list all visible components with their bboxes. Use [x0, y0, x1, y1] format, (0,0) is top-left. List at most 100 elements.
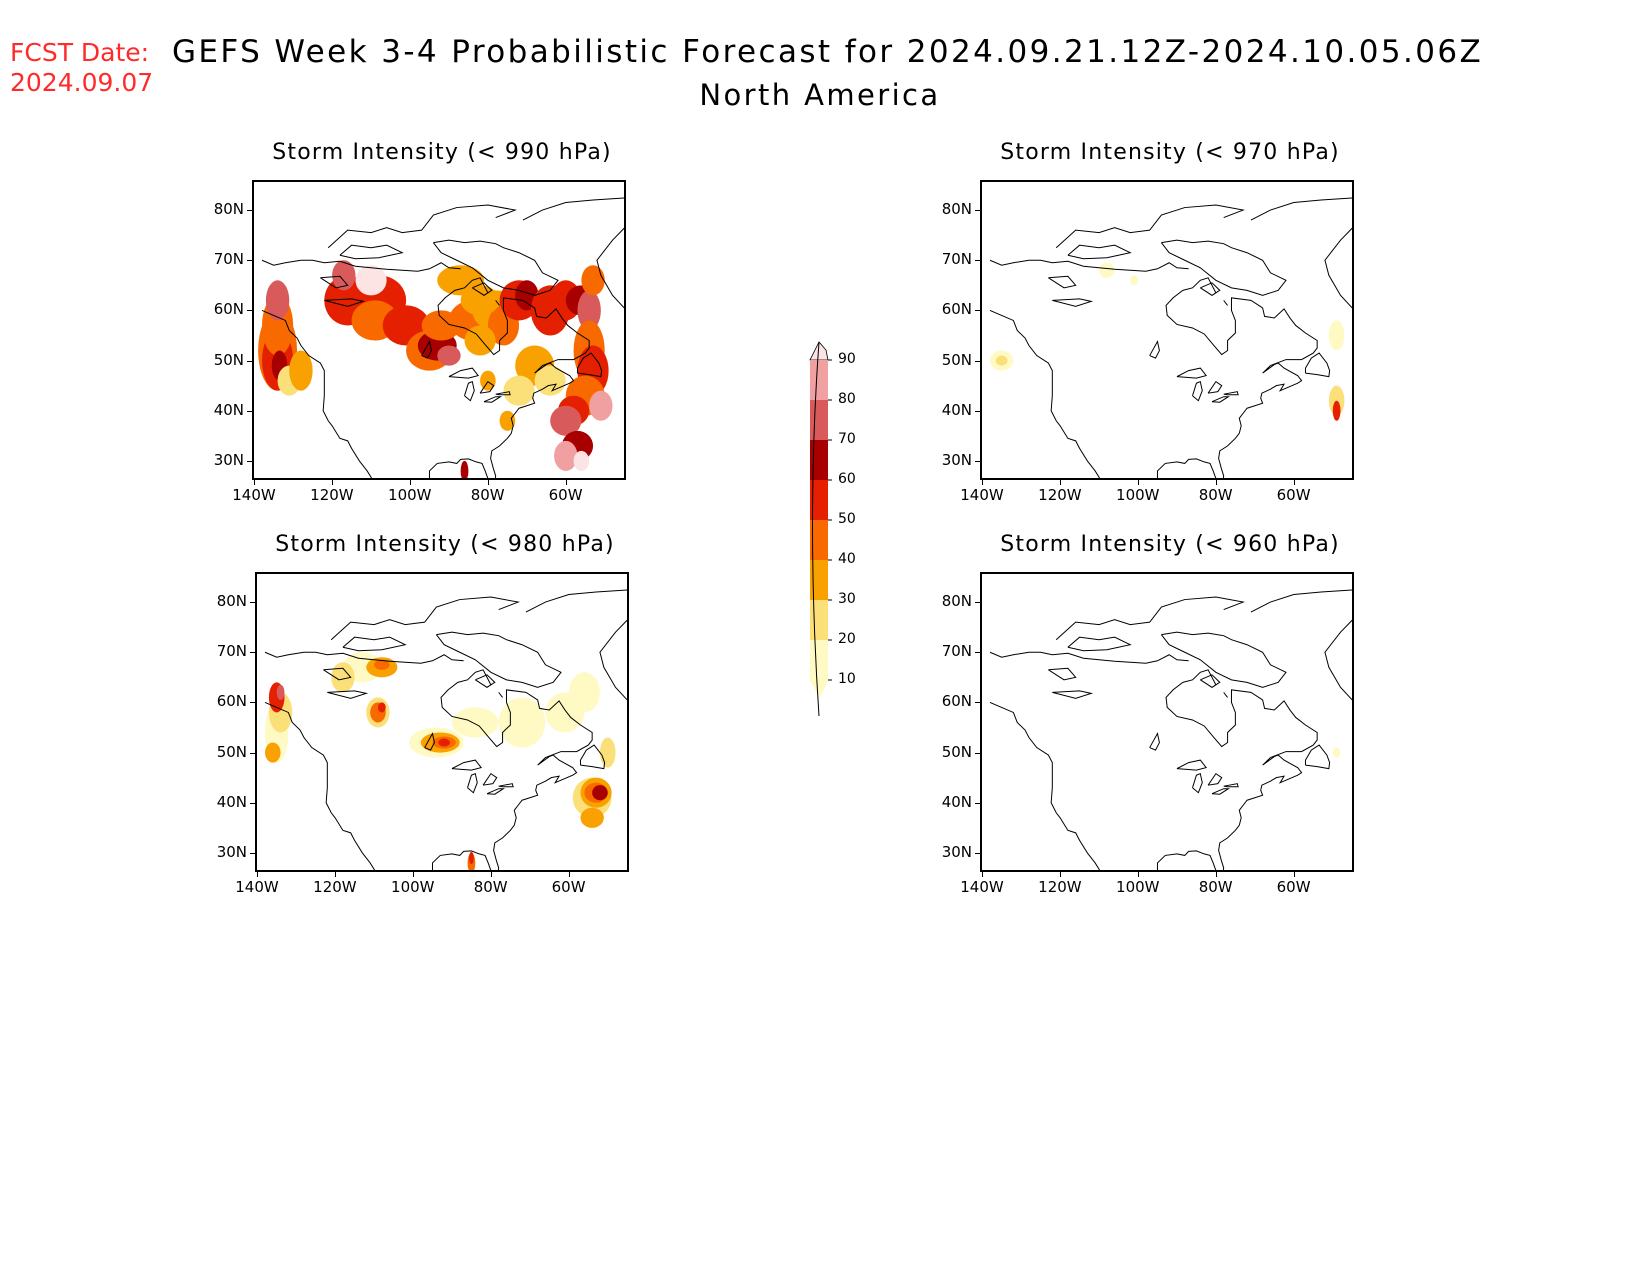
lat-label: 30N — [216, 842, 247, 861]
lon-tick — [568, 870, 570, 877]
coastline — [327, 690, 369, 699]
lat-tick — [250, 852, 257, 854]
colorbar-swatch — [810, 440, 828, 480]
lon-tick — [257, 870, 258, 877]
lat-tick — [247, 260, 254, 262]
probability-patch — [276, 684, 285, 700]
coastline — [479, 380, 495, 394]
colorbar-bottom-cap — [810, 680, 828, 698]
lat-tick — [247, 210, 254, 212]
coastline — [989, 259, 1189, 272]
lat-label: 40N — [941, 792, 972, 811]
coastline — [1149, 340, 1160, 359]
coastline — [435, 631, 562, 688]
probability-patch — [503, 375, 535, 406]
lat-label: 60N — [213, 300, 244, 319]
lon-tick — [565, 478, 567, 485]
coastline — [1067, 636, 1132, 652]
lat-tick — [250, 602, 257, 604]
colorbar-label: 70 — [838, 431, 856, 447]
probability-patch — [1328, 385, 1345, 416]
colorbar-label: 60 — [838, 471, 856, 487]
coastline — [989, 309, 1101, 478]
coastline — [324, 298, 366, 307]
lon-tick — [1215, 870, 1217, 877]
colorbar-label: 90 — [838, 351, 856, 367]
lat-tick — [250, 802, 257, 804]
probability-patch — [1332, 400, 1341, 421]
lon-tick — [982, 478, 983, 485]
map-frame — [252, 180, 626, 480]
lat-label: 60N — [216, 692, 247, 711]
lat-label: 70N — [941, 250, 972, 269]
lat-tick — [250, 652, 257, 654]
lat-label: 30N — [941, 450, 972, 469]
lat-label: 30N — [213, 450, 244, 469]
lon-label: 60W — [551, 878, 586, 896]
coastline — [1160, 631, 1287, 688]
map-canvas — [264, 589, 627, 870]
coastline — [424, 732, 435, 751]
lon-label: 140W — [960, 486, 1004, 504]
colorbar — [809, 341, 832, 717]
panel-980: Storm Intensity (< 980 hPa) 80N 70N 60N 50N 4… — [205, 532, 645, 912]
lon-tick — [409, 478, 411, 485]
lon-label: 80W — [473, 878, 508, 896]
coastline — [1067, 244, 1132, 260]
lon-label: 140W — [235, 878, 279, 896]
lat-label: 60N — [941, 692, 972, 711]
coastline — [1211, 788, 1231, 795]
forecast-date-label: FCST Date: — [10, 38, 150, 67]
colorbar-swatch — [810, 480, 828, 520]
coastline — [1200, 282, 1221, 296]
lat-label: 50N — [216, 742, 247, 761]
probability-patch — [355, 265, 387, 296]
probability-patch — [554, 440, 578, 471]
coastline — [1207, 380, 1223, 394]
coastline — [342, 636, 407, 652]
coastline — [264, 651, 464, 664]
coastline — [467, 772, 478, 794]
probability-patch — [438, 738, 450, 747]
main-title: GEFS Week 3-4 Probabilistic Forecast for… — [172, 34, 1484, 70]
probability-patch — [589, 390, 613, 421]
probability-patch — [577, 290, 601, 331]
coastline — [1223, 300, 1228, 306]
colorbar-swatch — [810, 360, 828, 400]
lon-label: 120W — [310, 486, 354, 504]
lon-label: 80W — [470, 486, 505, 504]
coastline — [1250, 197, 1352, 309]
coastline — [1052, 690, 1094, 699]
coastline — [1192, 380, 1203, 402]
colorbar-swatch — [810, 560, 828, 600]
coastline — [1156, 669, 1318, 870]
map-frame — [980, 180, 1354, 480]
lat-label: 80N — [941, 592, 972, 611]
forecast-date-block: FCST Date: 2024.09.07 — [10, 38, 153, 98]
lat-tick — [247, 410, 254, 412]
probability-patch — [460, 285, 500, 316]
coastline — [495, 300, 500, 306]
lon-label: 140W — [232, 486, 276, 504]
probability-patch — [1099, 262, 1115, 278]
lat-label: 30N — [941, 842, 972, 861]
coastline — [472, 282, 493, 296]
colorbar-label: 20 — [838, 631, 856, 647]
lat-tick — [975, 360, 982, 362]
map-frame — [255, 572, 629, 872]
lat-tick — [250, 702, 257, 704]
lat-tick — [975, 802, 982, 804]
lon-tick — [1137, 870, 1139, 877]
lon-tick — [254, 478, 255, 485]
probability-patch — [265, 742, 281, 763]
lon-tick — [1293, 478, 1295, 485]
probability-patch — [580, 807, 604, 828]
lat-tick — [247, 460, 254, 462]
lat-label: 40N — [216, 792, 247, 811]
coastline — [1192, 772, 1203, 794]
lat-tick — [975, 602, 982, 604]
probability-patch — [1130, 275, 1138, 286]
forecast-date-value: 2024.09.07 — [10, 68, 154, 97]
coastline — [339, 244, 404, 260]
lat-tick — [250, 752, 257, 754]
